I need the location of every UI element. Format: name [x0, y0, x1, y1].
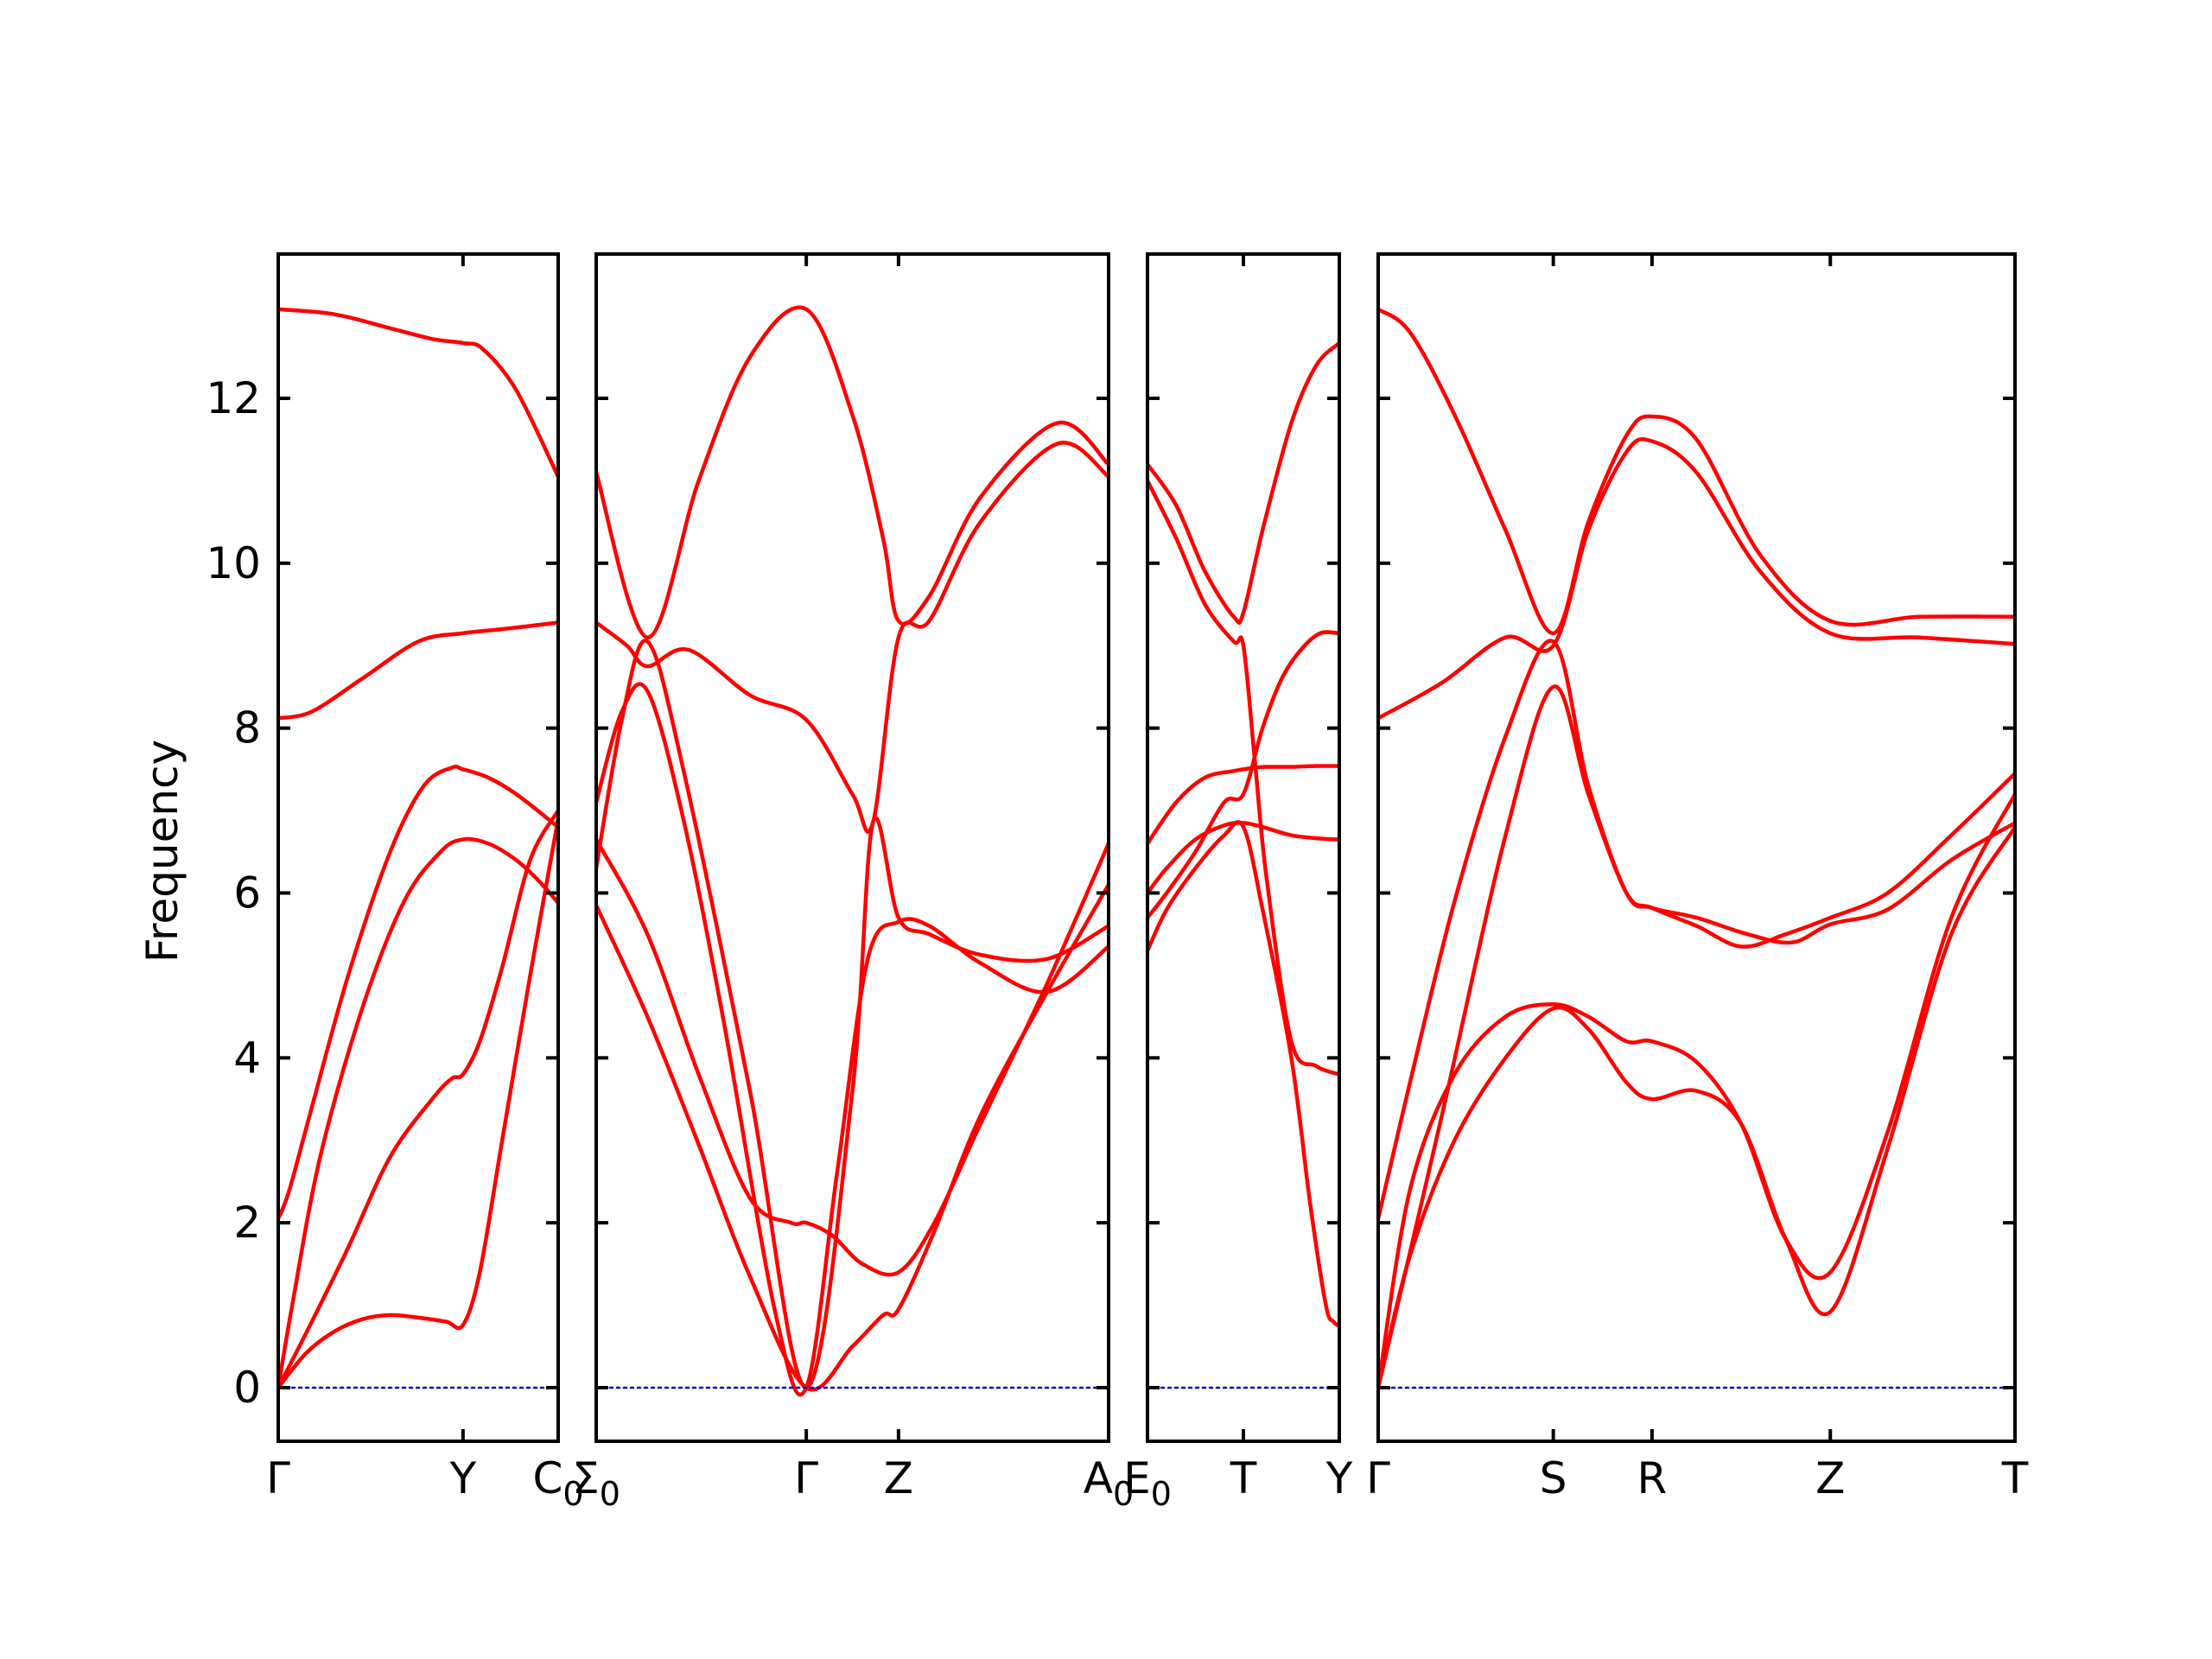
x-tick-label: C0	[532, 1453, 583, 1513]
y-tick-label: 8	[233, 703, 261, 753]
phonon-band-3	[596, 639, 1109, 1390]
phonon-band-1	[278, 307, 558, 479]
x-tick-label-text: R	[1637, 1453, 1668, 1503]
x-tick-label: E0	[1123, 1453, 1172, 1513]
x-tick-label: Y	[449, 1453, 477, 1503]
x-tick-label-subscript: 0	[563, 1475, 583, 1513]
x-tick-label: Γ	[794, 1453, 818, 1503]
x-tick-label-text: Σ	[572, 1453, 600, 1503]
x-tick-label-subscript: 0	[1113, 1475, 1134, 1513]
y-tick-label: 2	[233, 1198, 261, 1248]
panel-4-frame	[1376, 252, 2017, 1443]
panel-3-frame	[1146, 252, 1341, 1443]
panel-3: E0 T Y	[1123, 252, 1353, 1513]
phonon-band-3	[1378, 639, 2015, 1221]
x-tick-label: Γ	[1366, 1453, 1390, 1503]
x-tick-label-text: Y	[1325, 1453, 1353, 1503]
x-tick-label-text: S	[1540, 1453, 1567, 1503]
panel-1-bands	[278, 307, 558, 1390]
x-tick-label-text: Γ	[266, 1453, 290, 1503]
panel-1: Γ Y C0	[266, 252, 584, 1513]
panel-3-bands	[1147, 340, 1339, 1389]
panel-2-frame	[594, 252, 1110, 1443]
x-tick-label-text: Z	[1815, 1453, 1845, 1503]
y-axis: 0 2 4 6 8 10 12	[206, 373, 261, 1413]
panel-1-frame	[276, 252, 560, 1443]
y-axis-label: Frequency	[137, 740, 188, 963]
phonon-band-1	[1147, 340, 1339, 625]
x-tick-label: Γ	[266, 1453, 290, 1503]
y-tick-label: 6	[233, 868, 261, 918]
phonon-band-3	[278, 764, 558, 1221]
phonon-band-2	[1147, 479, 1339, 1077]
phonon-band-5	[1378, 791, 2015, 1390]
y-tick-label: 4	[233, 1033, 261, 1083]
x-tick-label: Y	[1325, 1453, 1353, 1503]
x-tick-label-text: Γ	[794, 1453, 818, 1503]
x-tick-label-subscript: 0	[600, 1475, 620, 1513]
x-tick-label: T	[2001, 1453, 2029, 1503]
x-tick-label: A0	[1084, 1453, 1134, 1513]
x-tick-label-text: C	[532, 1453, 563, 1503]
x-tick-label-text: A	[1084, 1453, 1113, 1503]
x-tick-label: Σ0	[572, 1453, 620, 1513]
panel-2: Σ0 Γ Z A0	[572, 252, 1134, 1513]
panel-4-bands	[1378, 307, 2015, 1390]
phonon-band-1	[596, 305, 1109, 639]
x-tick-label-text: T	[2001, 1453, 2029, 1503]
phonon-band-5	[278, 808, 558, 1390]
panel-2-bands	[596, 305, 1109, 1397]
phonon-band-6	[278, 817, 558, 1390]
phonon-band-2	[596, 441, 1109, 834]
x-tick-label-text: Y	[449, 1453, 477, 1503]
phonon-band-4	[1147, 630, 1339, 920]
phonon-band-5	[596, 837, 1109, 1277]
y-tick-label: 0	[233, 1363, 261, 1413]
x-tick-label-text: Z	[884, 1453, 913, 1503]
phonon-band-6	[1378, 824, 2015, 1390]
x-tick-label: R	[1637, 1453, 1668, 1503]
x-tick-label-text: E	[1123, 1453, 1151, 1503]
phonon-band-2	[278, 620, 558, 721]
phonon-band-2	[1378, 436, 2015, 721]
y-tick-label: 10	[206, 538, 261, 588]
phonon-band-4	[1378, 684, 2015, 1390]
phonon-band-4	[278, 836, 558, 1390]
x-tick-label-text: T	[1230, 1453, 1257, 1503]
x-tick-label: S	[1540, 1453, 1567, 1503]
x-tick-label: T	[1230, 1453, 1257, 1503]
phonon-band-5	[1147, 821, 1339, 895]
x-tick-label: Z	[884, 1453, 913, 1503]
phonon-band-3	[1147, 764, 1339, 846]
phonon-band-6	[596, 882, 1109, 1392]
phonon-band-1	[1378, 307, 2015, 636]
x-tick-label-text: Γ	[1366, 1453, 1390, 1503]
x-tick-label: Z	[1815, 1453, 1845, 1503]
y-tick-label: 12	[206, 373, 261, 423]
phonon-band-6	[1147, 820, 1339, 1328]
x-tick-label-subscript: 0	[1151, 1475, 1172, 1513]
